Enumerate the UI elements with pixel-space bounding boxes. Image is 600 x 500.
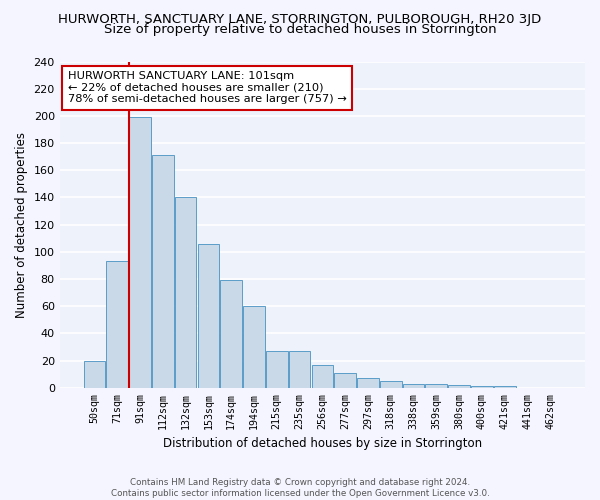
- Bar: [220, 280, 242, 388]
- Bar: [425, 384, 447, 388]
- Bar: [448, 385, 470, 388]
- Text: Size of property relative to detached houses in Storrington: Size of property relative to detached ho…: [104, 22, 496, 36]
- Bar: [106, 262, 128, 388]
- Bar: [83, 360, 105, 388]
- X-axis label: Distribution of detached houses by size in Storrington: Distribution of detached houses by size …: [163, 437, 482, 450]
- Bar: [129, 117, 151, 388]
- Bar: [175, 198, 196, 388]
- Bar: [311, 364, 333, 388]
- Bar: [334, 373, 356, 388]
- Bar: [357, 378, 379, 388]
- Bar: [243, 306, 265, 388]
- Bar: [471, 386, 493, 388]
- Bar: [494, 386, 515, 388]
- Bar: [197, 244, 219, 388]
- Text: HURWORTH, SANCTUARY LANE, STORRINGTON, PULBOROUGH, RH20 3JD: HURWORTH, SANCTUARY LANE, STORRINGTON, P…: [58, 12, 542, 26]
- Bar: [289, 351, 310, 388]
- Text: Contains HM Land Registry data © Crown copyright and database right 2024.
Contai: Contains HM Land Registry data © Crown c…: [110, 478, 490, 498]
- Y-axis label: Number of detached properties: Number of detached properties: [15, 132, 28, 318]
- Bar: [403, 384, 424, 388]
- Bar: [380, 381, 401, 388]
- Text: HURWORTH SANCTUARY LANE: 101sqm
← 22% of detached houses are smaller (210)
78% o: HURWORTH SANCTUARY LANE: 101sqm ← 22% of…: [68, 72, 346, 104]
- Bar: [152, 156, 173, 388]
- Bar: [266, 351, 287, 388]
